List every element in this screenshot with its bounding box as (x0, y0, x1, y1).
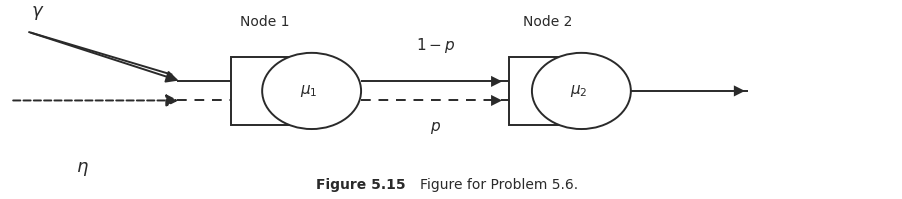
Text: Figure for Problem 5.6.: Figure for Problem 5.6. (419, 178, 577, 192)
Text: Node 1: Node 1 (240, 15, 290, 29)
Ellipse shape (262, 53, 361, 129)
Text: Node 2: Node 2 (523, 15, 572, 29)
Text: $\gamma$: $\gamma$ (31, 4, 44, 22)
Ellipse shape (532, 53, 630, 129)
Text: $\mu_1$: $\mu_1$ (300, 83, 318, 99)
Bar (510, 57, 582, 125)
Text: $1 - p$: $1 - p$ (416, 36, 455, 55)
Text: $\eta$: $\eta$ (76, 160, 88, 178)
Bar (231, 57, 311, 125)
Text: $\mu_2$: $\mu_2$ (570, 83, 587, 99)
Text: Figure 5.15: Figure 5.15 (316, 178, 406, 192)
Text: $p$: $p$ (429, 120, 441, 136)
